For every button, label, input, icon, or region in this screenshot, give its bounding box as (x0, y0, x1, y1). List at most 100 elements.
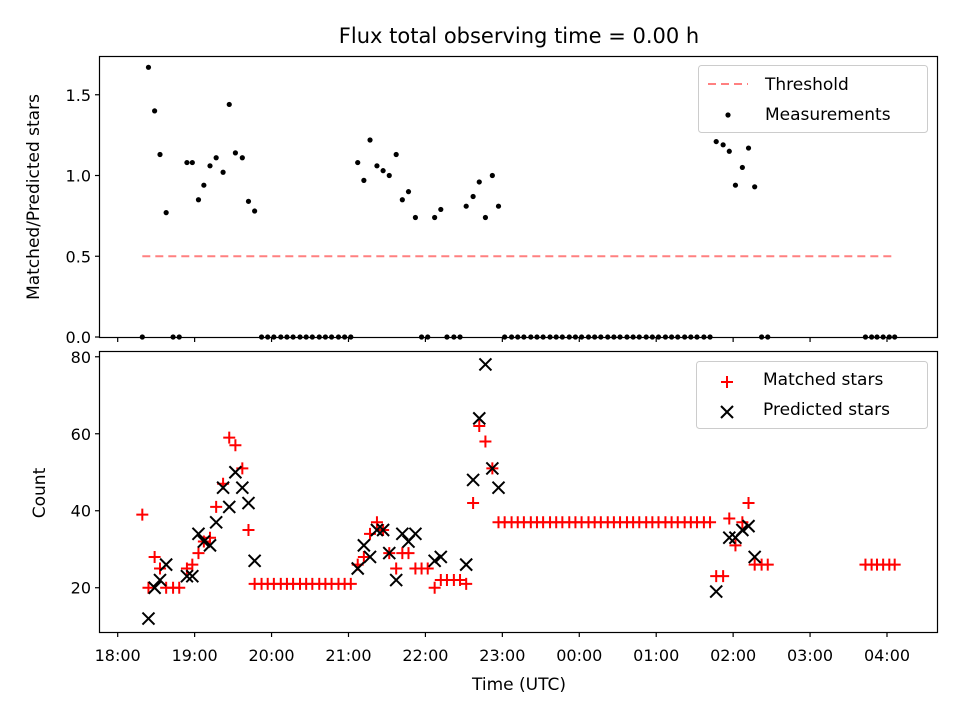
predicted-point (459, 557, 473, 572)
measurement-point (630, 334, 636, 340)
measurement-point (502, 334, 508, 340)
measurement-point (617, 334, 623, 340)
predicted-point (741, 519, 756, 533)
predicted-point (216, 480, 230, 495)
measurement-point (297, 334, 303, 340)
measurement-point (374, 163, 380, 169)
measurement-point (874, 334, 880, 340)
predicted-point (434, 550, 448, 564)
measurement-point (668, 334, 675, 340)
top-legend-box (698, 65, 928, 133)
y-tick-label: 0.0 (66, 328, 91, 347)
x-tick-label: 18:00 (95, 646, 141, 665)
measurement-point (145, 64, 152, 70)
measurement-point (316, 334, 322, 340)
measurement-point (195, 197, 202, 203)
predicted-point (472, 411, 486, 426)
measurement-point (869, 334, 875, 340)
predicted-point (351, 561, 365, 576)
measurement-point (886, 334, 892, 340)
measurement-point (585, 334, 592, 340)
predicted-point (222, 500, 236, 514)
y-tick-label: 20 (71, 579, 91, 598)
x-axis-label: Time (UTC) (471, 675, 566, 695)
measurement-point (258, 334, 265, 340)
measurement-point (624, 334, 630, 340)
measurement-point (713, 138, 719, 145)
matched-point (229, 439, 242, 452)
bottom-legend: Matched stars Predicted stars (696, 361, 928, 429)
x-tick-label: 20:00 (248, 646, 294, 665)
predicted-point (491, 480, 506, 495)
top-plot-area: 0.0 0.5 1.0 1.5 (66, 55, 939, 347)
predicted-point (370, 523, 384, 537)
measurement-point (189, 159, 195, 166)
matched-point (204, 531, 217, 544)
measurement-point (578, 334, 585, 340)
predicted-point (180, 569, 194, 583)
matched-point (357, 550, 370, 563)
measurement-point (675, 334, 681, 340)
measurement-point (649, 334, 655, 340)
measurement-point (720, 142, 726, 148)
predicted-points (141, 357, 762, 626)
measurement-point (572, 334, 579, 340)
predicted-point (389, 573, 403, 587)
bottom-legend-box (696, 361, 928, 429)
bottom-panel: 20 40 60 80 18:00 19:00 20:00 21:00 22:00 23:00 0… (30, 348, 939, 695)
measurement-point (482, 214, 489, 221)
measurement-point (335, 334, 342, 340)
y-tick-label: 1.0 (66, 167, 91, 186)
measurement-point (694, 334, 700, 340)
measurement-point (701, 334, 707, 340)
legend-matched-swatch (721, 376, 733, 388)
predicted-point (147, 581, 162, 595)
predicted-point (427, 554, 442, 568)
predicted-point (241, 496, 256, 510)
measurement-point (278, 334, 284, 340)
top-panel: Flux total observing time = 0.00 h 0.00.… (24, 24, 939, 347)
matched-point (154, 562, 167, 575)
measurement-point (309, 334, 315, 340)
matched-point (479, 435, 492, 448)
measurement-point (348, 334, 354, 340)
predicted-point (185, 569, 200, 583)
bottom-y-ticks: 20 40 60 80 (71, 348, 100, 598)
measurement-point (303, 334, 309, 340)
bottom-x-ticks: 18:00 19:00 20:00 21:00 22:00 23:00 00:00 01:00… (95, 632, 910, 665)
measurement-point (476, 179, 482, 185)
legend-matched-label: Matched stars (763, 370, 883, 390)
matched-point (723, 512, 736, 525)
measurement-point (213, 155, 219, 161)
measurement-point (399, 197, 405, 203)
matched-point (761, 558, 774, 571)
y-tick-label: 80 (71, 348, 91, 367)
measurement-point (418, 334, 425, 340)
measurement-point (547, 334, 553, 340)
y-tick-label: 0.5 (66, 247, 91, 266)
matched-point (428, 581, 441, 594)
measurement-point (245, 198, 252, 204)
predicted-point (382, 546, 396, 560)
predicted-point (376, 523, 390, 537)
predicted-point (141, 611, 156, 626)
matched-point (148, 550, 161, 563)
predicted-point (395, 527, 410, 541)
measurement-point (355, 159, 361, 166)
measurement-point (463, 203, 469, 209)
predicted-point (466, 473, 480, 487)
measurement-point (252, 208, 258, 214)
measurement-point (739, 164, 745, 171)
predicted-point (153, 573, 167, 587)
x-tick-label: 02:00 (710, 646, 756, 665)
y-tick-label: 1.5 (66, 86, 91, 105)
measurement-point (152, 108, 158, 114)
bottom-y-axis-label: Count (30, 467, 50, 518)
top-y-axis-label: Matched/Predicted stars (24, 94, 44, 300)
predicted-point (485, 461, 500, 476)
measurement-point (765, 334, 771, 340)
measurement-point (176, 334, 182, 340)
measurement-points (139, 64, 898, 340)
matched-point (136, 508, 149, 521)
measurement-point (752, 184, 758, 190)
